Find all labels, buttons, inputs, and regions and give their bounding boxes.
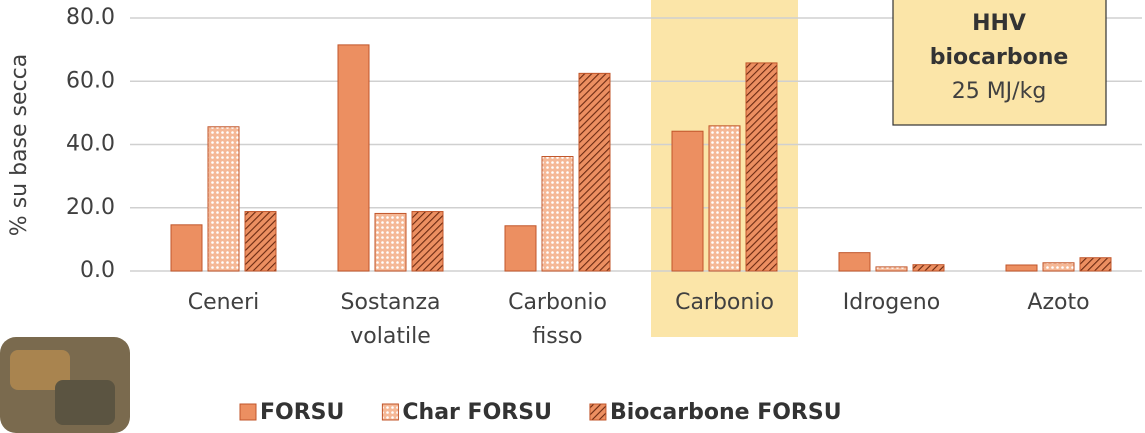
- bar: [708, 125, 741, 272]
- bar: [337, 44, 370, 272]
- y-tick-label: 20.0: [66, 195, 115, 220]
- x-tick-label: Carbonio fisso: [508, 290, 607, 349]
- bar: [244, 211, 277, 272]
- photo-detail: [10, 350, 70, 390]
- bar: [875, 266, 908, 272]
- bar: [541, 156, 574, 272]
- y-axis-label: % su base secca: [7, 54, 32, 236]
- y-tick-label: 40.0: [66, 132, 115, 157]
- legend-swatch: [589, 403, 607, 421]
- bar: [1042, 262, 1075, 272]
- x-tick-label: Carbonio: [675, 290, 774, 315]
- legend-swatch: [381, 403, 399, 421]
- annotation-text: 25 MJ/kg: [952, 79, 1047, 104]
- legend-label: FORSU: [260, 400, 344, 425]
- annotation-text: biocarbone: [930, 45, 1069, 70]
- x-tick-label: Ceneri: [188, 290, 260, 315]
- bar: [1079, 257, 1112, 272]
- y-tick-label: 80.0: [66, 5, 115, 30]
- bar: [671, 130, 704, 272]
- bar: [578, 72, 611, 272]
- bar: [411, 211, 444, 272]
- bar: [912, 264, 945, 272]
- bar: [374, 212, 407, 272]
- x-tick-label: Azoto: [1027, 290, 1089, 315]
- bar: [504, 225, 537, 272]
- bar: [745, 62, 778, 272]
- x-tick-label: Idrogeno: [843, 290, 940, 315]
- x-tick-label: Sostanza volatile: [341, 290, 441, 349]
- bar: [838, 252, 871, 272]
- legend-swatch: [239, 403, 257, 421]
- bar: [207, 126, 240, 272]
- bar: [1005, 264, 1038, 272]
- photo-detail: [55, 380, 115, 425]
- legend-label: Char FORSU: [402, 400, 552, 425]
- y-tick-label: 60.0: [66, 68, 115, 93]
- y-tick-label: 0.0: [80, 258, 115, 283]
- legend-label: Biocarbone FORSU: [610, 400, 842, 425]
- annotation-box: [892, 0, 1107, 126]
- bar: [170, 224, 203, 272]
- annotation-text: HHV: [972, 11, 1026, 36]
